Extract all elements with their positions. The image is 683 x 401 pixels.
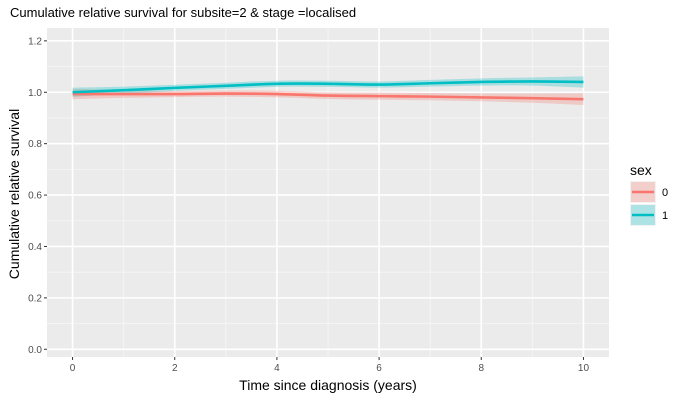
grid-major (47, 28, 609, 357)
legend-title: sex (630, 162, 652, 178)
y-tick-label: 0.2 (28, 293, 42, 304)
legend: sex 0 1 (630, 162, 668, 226)
y-axis: 0.0 0.2 0.4 0.6 0.8 1.0 1.2 (28, 36, 47, 356)
y-tick-label: 0.8 (28, 139, 42, 150)
legend-label: 1 (662, 210, 668, 222)
x-tick-label: 8 (478, 363, 484, 374)
x-tick-label: 0 (70, 363, 76, 374)
series-lines (72, 80, 584, 101)
chart-title: Cumulative relative survival for subsite… (10, 5, 356, 20)
line-series-0 (72, 92, 584, 101)
y-tick-label: 1.2 (28, 36, 42, 47)
y-tick-label: 0.0 (28, 345, 42, 356)
x-tick-label: 6 (376, 363, 382, 374)
x-axis-title: Time since diagnosis (years) (239, 377, 417, 393)
y-tick-label: 0.4 (28, 242, 42, 253)
legend-label: 0 (662, 187, 668, 199)
y-axis-title: Cumulative relative survival (6, 109, 22, 279)
x-axis: 0 2 4 6 8 10 (70, 357, 590, 374)
x-tick-label: 2 (172, 363, 178, 374)
line-series-1 (72, 80, 584, 94)
y-tick-label: 1.0 (28, 88, 42, 99)
y-tick-label: 0.6 (28, 191, 42, 202)
x-tick-label: 4 (274, 363, 280, 374)
x-tick-label: 10 (578, 363, 590, 374)
